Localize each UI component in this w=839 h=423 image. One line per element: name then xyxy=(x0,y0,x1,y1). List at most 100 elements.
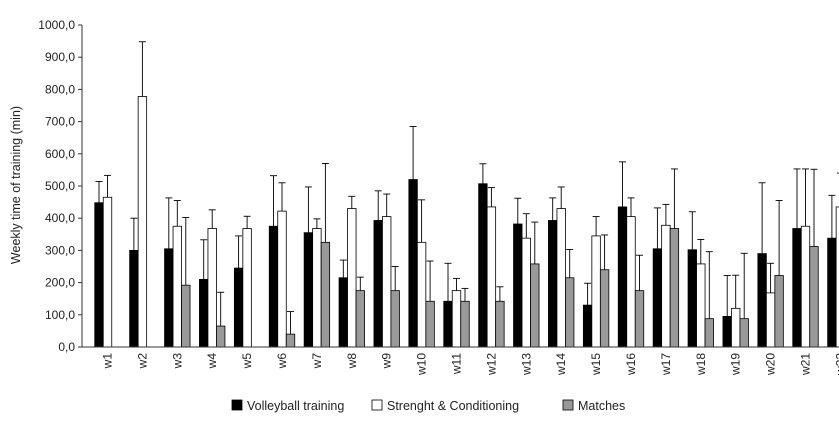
bar-strength-w3 xyxy=(173,226,182,347)
bar-strength-w9 xyxy=(382,217,391,347)
bar-strength-w8 xyxy=(348,209,357,347)
x-tick-label-w4: w4 xyxy=(205,353,219,370)
bar-matches-w6 xyxy=(286,334,295,347)
bar-strength-w20 xyxy=(766,293,775,347)
x-tick-label-w17: w17 xyxy=(659,353,673,376)
x-tick-label-w16: w16 xyxy=(624,353,638,376)
x-tick-label-w6: w6 xyxy=(275,353,289,370)
bar-volleyball-w2 xyxy=(130,250,139,347)
bar-strength-w14 xyxy=(557,209,566,347)
bar-volleyball-w11 xyxy=(444,301,453,347)
bar-volleyball-w5 xyxy=(234,268,243,347)
bar-matches-w12 xyxy=(496,301,505,347)
y-tick-label: 400,0 xyxy=(45,211,75,225)
y-tick-label: 900,0 xyxy=(45,50,75,64)
x-tick-label-w3: w3 xyxy=(170,353,184,370)
x-tick-label-w20: w20 xyxy=(764,353,778,376)
bar-volleyball-w4 xyxy=(199,279,208,347)
bar-strength-w10 xyxy=(417,242,426,347)
bar-strength-w18 xyxy=(697,264,706,347)
bar-matches-w21 xyxy=(810,247,819,347)
y-tick-label: 100,0 xyxy=(45,308,75,322)
bar-matches-w10 xyxy=(426,301,435,347)
bar-strength-w19 xyxy=(731,308,740,347)
y-tick-label: 500,0 xyxy=(45,179,75,193)
bar-volleyball-w8 xyxy=(339,278,348,347)
bar-volleyball-w9 xyxy=(374,220,383,347)
x-tick-label-w19: w19 xyxy=(729,353,743,376)
x-tick-label-w2: w2 xyxy=(135,353,149,370)
y-axis-ticks: 0,0 100,0 200,0 300,0 400,0 500,0 600,0 700,0 80… xyxy=(38,18,82,354)
bar-matches-w13 xyxy=(531,264,540,347)
bar-matches-w7 xyxy=(321,242,330,347)
legend-label-strength: Strenght & Conditioning xyxy=(387,399,519,413)
y-tick-label: 0,0 xyxy=(58,340,75,354)
x-tick-label-w9: w9 xyxy=(380,353,394,370)
bar-matches-w19 xyxy=(740,319,749,347)
bar-strength-w5 xyxy=(243,229,252,347)
bar-strength-w15 xyxy=(592,236,601,347)
bar-strength-w21 xyxy=(801,226,810,347)
bar-matches-w3 xyxy=(182,285,191,347)
bar-matches-w15 xyxy=(600,270,609,347)
y-tick-label: 1000,0 xyxy=(38,18,75,32)
x-tick-label-w11: w11 xyxy=(450,353,464,375)
x-tick-label-w12: w12 xyxy=(484,353,498,376)
bar-volleyball-w10 xyxy=(409,180,418,347)
bar-volleyball-w22 xyxy=(828,238,837,347)
bar-strength-w6 xyxy=(278,211,287,347)
legend-swatch-matches xyxy=(563,400,573,410)
x-tick-label-w7: w7 xyxy=(310,353,324,370)
x-tick-label-w15: w15 xyxy=(589,353,603,376)
bar-matches-w14 xyxy=(565,278,574,347)
bar-volleyball-w19 xyxy=(723,316,732,347)
bar-strength-w2 xyxy=(138,96,147,347)
bar-matches-w17 xyxy=(670,229,679,347)
x-tick-label-w22: w22 xyxy=(833,353,839,376)
bar-volleyball-w6 xyxy=(269,226,278,347)
bar-strength-w4 xyxy=(208,229,217,347)
bar-volleyball-w13 xyxy=(514,224,523,347)
bar-strength-w13 xyxy=(522,238,531,347)
bar-volleyball-w17 xyxy=(653,249,662,347)
x-tick-label-w18: w18 xyxy=(694,353,708,376)
legend: Volleyball training Strenght & Conditioni… xyxy=(232,399,625,413)
legend-label-matches: Matches xyxy=(578,399,625,413)
y-axis-title: Weekly time of training (min) xyxy=(9,106,23,264)
bar-strength-w12 xyxy=(487,207,496,347)
bar-matches-w20 xyxy=(775,276,784,347)
y-tick-label: 300,0 xyxy=(45,243,75,257)
y-tick-label: 200,0 xyxy=(45,276,75,290)
y-tick-label: 600,0 xyxy=(45,147,75,161)
bar-volleyball-w16 xyxy=(618,207,627,347)
x-tick-label-w21: w21 xyxy=(799,353,813,376)
legend-swatch-volleyball xyxy=(232,400,242,410)
legend-swatch-strength xyxy=(372,400,382,410)
bar-volleyball-w1 xyxy=(95,203,104,347)
bar-volleyball-w15 xyxy=(583,305,592,347)
bar-volleyball-w21 xyxy=(793,229,802,347)
bar-volleyball-w18 xyxy=(688,250,697,347)
bar-strength-w11 xyxy=(452,291,461,347)
x-tick-label-w5: w5 xyxy=(240,353,254,370)
bar-strength-w7 xyxy=(313,229,322,347)
bars xyxy=(95,42,839,347)
y-tick-label: 700,0 xyxy=(45,115,75,129)
x-tick-label-w10: w10 xyxy=(415,353,429,376)
bar-matches-w16 xyxy=(635,291,644,347)
bar-volleyball-w14 xyxy=(548,220,557,347)
bar-volleyball-w7 xyxy=(304,233,313,347)
bar-strength-w1 xyxy=(103,197,112,347)
bar-matches-w18 xyxy=(705,319,714,347)
bar-volleyball-w12 xyxy=(479,184,488,347)
y-tick-label: 800,0 xyxy=(45,82,75,96)
bar-volleyball-w20 xyxy=(758,254,767,347)
x-tick-label-w1: w1 xyxy=(101,353,115,370)
legend-label-volleyball: Volleyball training xyxy=(247,399,344,413)
bar-matches-w8 xyxy=(356,291,365,347)
x-tick-label-w14: w14 xyxy=(554,353,568,376)
bar-matches-w11 xyxy=(461,301,470,347)
